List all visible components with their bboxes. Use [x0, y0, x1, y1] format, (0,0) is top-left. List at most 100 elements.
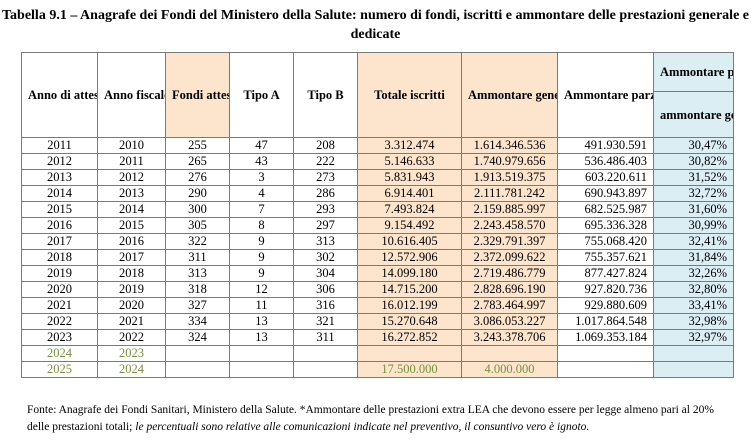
table-body: 2011 2010 255 47 208 3.312.474 1.614.346.536 49… — [21, 137, 734, 378]
cell-fondi-attestati: 324 — [165, 329, 230, 346]
table-title: Tabella 9.1 – Anagrafe dei Fondi del Min… — [1, 8, 749, 42]
table-row: 2018 2017 311 9 302 12.572.906 2.372.099.622 75… — [21, 249, 734, 266]
cell-pct: 32,97% — [653, 329, 734, 346]
table-row: 2023 2022 324 13 311 16.272.852 3.243.378.706 1… — [21, 329, 734, 346]
cell-totale-iscritti: 10.616.405 — [357, 233, 462, 250]
cell-pct: 32,80% — [653, 281, 734, 298]
cell-fondi-attestati: 300 — [165, 201, 230, 218]
cell-ammontare-generale: 2.719.486.779 — [461, 265, 558, 282]
cell-totale-iscritti: 16.272.852 — [357, 329, 462, 346]
cell-anno-fiscale: 2022 — [97, 329, 166, 346]
cell-ammontare-parziale: 929.880.609 — [557, 297, 654, 314]
cell-tipo-a: 11 — [229, 297, 294, 314]
cell-ammontare-generale: 2.111.781.242 — [461, 185, 558, 202]
cell-tipo-a — [229, 361, 294, 378]
header-totale-iscritti: Totale iscritti — [357, 52, 462, 138]
cell-ammontare-generale: 1.614.346.536 — [461, 137, 558, 154]
table-row: 2024 2023 — [21, 345, 734, 362]
table-row: 2011 2010 255 47 208 3.312.474 1.614.346.536 49… — [21, 137, 734, 154]
cell-anno-fiscale: 2012 — [97, 169, 166, 186]
cell-totale-iscritti: 5.831.943 — [357, 169, 462, 186]
cell-fondi-attestati: 311 — [165, 249, 230, 266]
cell-pct: 32,26% — [653, 265, 734, 282]
cell-ammontare-generale: 2.828.696.190 — [461, 281, 558, 298]
cell-tipo-b: 316 — [293, 297, 358, 314]
cell-tipo-b: 293 — [293, 201, 358, 218]
cell-ammontare-generale: 2.372.099.622 — [461, 249, 558, 266]
cell-anno-fiscale: 2024 — [97, 361, 166, 378]
cell-anno-attestazione: 2022 — [21, 313, 98, 330]
cell-pct: 31,60% — [653, 201, 734, 218]
cell-tipo-b: 286 — [293, 185, 358, 202]
cell-ammontare-parziale: 695.336.328 — [557, 217, 654, 234]
cell-fondi-attestati: 327 — [165, 297, 230, 314]
header-tipo-b: Tipo B — [293, 52, 358, 138]
cell-pct: 30,82% — [653, 153, 734, 170]
cell-ammontare-generale: 2.243.458.570 — [461, 217, 558, 234]
cell-anno-fiscale: 2017 — [97, 249, 166, 266]
cell-totale-iscritti — [357, 345, 462, 362]
cell-anno-fiscale: 2018 — [97, 265, 166, 282]
cell-anno-attestazione: 2015 — [21, 201, 98, 218]
cell-tipo-a: 47 — [229, 137, 294, 154]
cell-ammontare-parziale — [557, 361, 654, 378]
cell-anno-fiscale: 2021 — [97, 313, 166, 330]
table-row: 2022 2021 334 13 321 15.270.648 3.086.053.227 1… — [21, 313, 734, 330]
source-note: Fonte: Anagrafe dei Fondi Sanitari, Mini… — [21, 402, 733, 436]
table-row: 2014 2013 290 4 286 6.914.401 2.111.781.242 690… — [21, 185, 734, 202]
cell-ammontare-parziale: 755.068.420 — [557, 233, 654, 250]
cell-fondi-attestati — [165, 361, 230, 378]
cell-pct — [653, 361, 734, 378]
cell-tipo-a: 8 — [229, 217, 294, 234]
cell-fondi-attestati: 318 — [165, 281, 230, 298]
cell-ammontare-parziale: 1.069.353.184 — [557, 329, 654, 346]
cell-totale-iscritti: 14.099.180 — [357, 265, 462, 282]
cell-tipo-b — [293, 361, 358, 378]
cell-ammontare-parziale: 491.930.591 — [557, 137, 654, 154]
table-row: 2013 2012 276 3 273 5.831.943 1.913.519.375 603… — [21, 169, 734, 186]
header-pct-top: Ammontare parziale/ — [653, 51, 734, 93]
cell-fondi-attestati: 313 — [165, 265, 230, 282]
cell-pct: 33,41% — [653, 297, 734, 314]
data-table: Anno di attestazione Anno fiscale Fondi … — [21, 51, 734, 378]
cell-tipo-a — [229, 345, 294, 362]
cell-ammontare-parziale: 877.427.824 — [557, 265, 654, 282]
cell-pct: 32,98% — [653, 313, 734, 330]
cell-totale-iscritti: 5.146.633 — [357, 153, 462, 170]
cell-ammontare-parziale: 603.220.611 — [557, 169, 654, 186]
cell-ammontare-generale: 2.159.885.997 — [461, 201, 558, 218]
cell-ammontare-parziale: 1.017.864.548 — [557, 313, 654, 330]
cell-tipo-a: 13 — [229, 329, 294, 346]
cell-tipo-a: 13 — [229, 313, 294, 330]
table-row: 2015 2014 300 7 293 7.493.824 2.159.885.997 682… — [21, 201, 734, 218]
cell-ammontare-generale: 2.783.464.997 — [461, 297, 558, 314]
source-text: Fonte: Anagrafe dei Fondi Sanitari, Mini… — [27, 404, 714, 433]
cell-ammontare-generale: 1.913.519.375 — [461, 169, 558, 186]
cell-anno-fiscale: 2010 — [97, 137, 166, 154]
cell-anno-fiscale: 2014 — [97, 201, 166, 218]
table-row: 2012 2011 265 43 222 5.146.633 1.740.979.656 53… — [21, 153, 734, 170]
cell-anno-attestazione: 2019 — [21, 265, 98, 282]
cell-anno-attestazione: 2014 — [21, 185, 98, 202]
cell-anno-attestazione: 2018 — [21, 249, 98, 266]
cell-ammontare-generale: 2.329.791.397 — [461, 233, 558, 250]
cell-totale-iscritti: 9.154.492 — [357, 217, 462, 234]
cell-tipo-a: 7 — [229, 201, 294, 218]
cell-totale-iscritti: 16.012.199 — [357, 297, 462, 314]
cell-fondi-attestati: 290 — [165, 185, 230, 202]
cell-anno-fiscale: 2019 — [97, 281, 166, 298]
header-anno-fiscale: Anno fiscale — [97, 52, 166, 138]
cell-ammontare-parziale: 755.357.621 — [557, 249, 654, 266]
cell-totale-iscritti: 7.493.824 — [357, 201, 462, 218]
cell-tipo-b: 311 — [293, 329, 358, 346]
cell-fondi-attestati: 305 — [165, 217, 230, 234]
cell-tipo-b: 321 — [293, 313, 358, 330]
cell-anno-fiscale: 2023 — [97, 345, 166, 362]
cell-anno-attestazione: 2012 — [21, 153, 98, 170]
cell-anno-attestazione: 2017 — [21, 233, 98, 250]
cell-tipo-a: 9 — [229, 249, 294, 266]
cell-pct: 31,84% — [653, 249, 734, 266]
cell-fondi-attestati: 265 — [165, 153, 230, 170]
cell-fondi-attestati: 334 — [165, 313, 230, 330]
